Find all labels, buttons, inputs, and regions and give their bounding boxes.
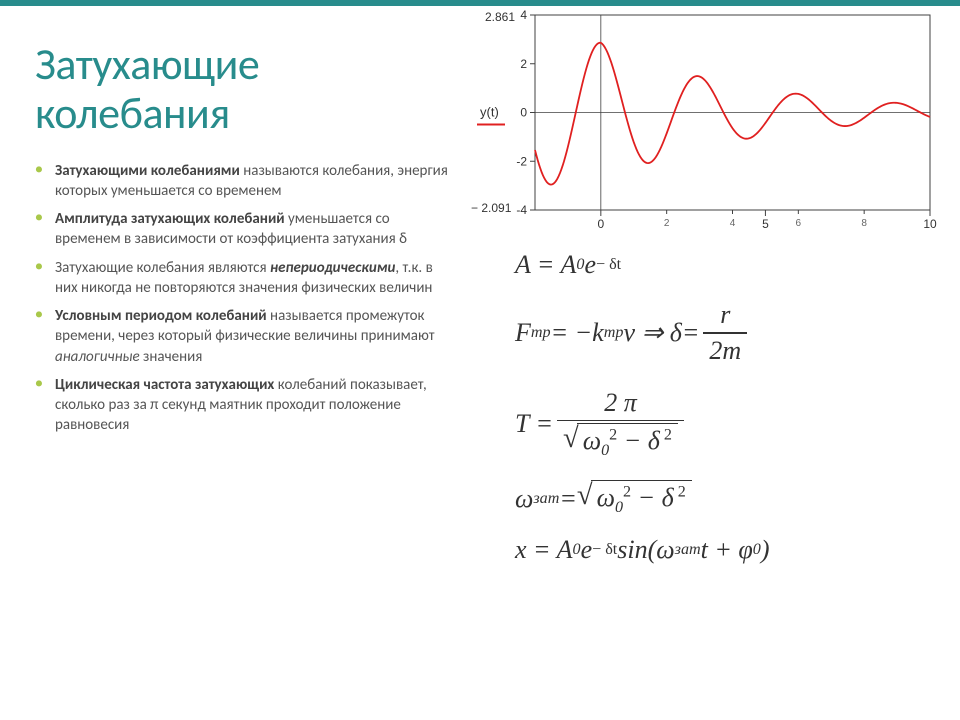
f-sub: 0 [601,442,609,459]
f-den: √ ω02 − δ 2 [557,421,684,462]
item-bold-italic: непериодическими [270,259,395,277]
f-num: r [714,298,736,332]
f-text: ω [583,426,601,455]
f-sup: 2 [623,484,631,501]
item-bold: Условным периодом колебаний [55,307,270,325]
svg-text:8: 8 [861,218,867,229]
fraction: r 2m [703,298,747,368]
f-text: F [515,318,531,348]
f-text: ) [761,535,770,565]
slide-title: Затухающие колебания [35,40,455,139]
f-sup: − δt [596,256,621,274]
svg-text:2.861: 2.861 [485,10,515,24]
f-text: − δ [617,426,660,455]
svg-text:4: 4 [730,218,736,229]
list-item: Затухающие колебания являются непериодич… [35,258,455,299]
formula-period: T = 2 π √ ω02 − δ 2 [515,386,915,463]
f-sub: 0 [753,541,761,559]
f-sup: 2 [660,426,672,443]
f-sup: 2 [674,484,686,501]
f-text: T = [515,409,553,439]
svg-text:-4: -4 [516,203,527,217]
formula-omega-damped: ωзат = √ ω02 − δ 2 [515,480,915,517]
f-sub: зат [675,541,701,559]
damped-oscillation-chart: -4 -2 0 2 4 0 5 10 2 4 6 8 y(t) 2.861 − 2.091 [465,0,945,230]
sqrt: √ ω02 − δ 2 [563,423,678,460]
svg-text:0: 0 [597,217,604,230]
f-sub: 0 [576,256,584,274]
svg-text:10: 10 [923,217,937,230]
svg-text:2: 2 [520,57,527,71]
left-column: Затухающие колебания Затухающими колебан… [35,40,455,444]
item-bold: Затухающими колебаниями [55,162,243,180]
f-text: e [581,535,593,565]
bullet-list: Затухающими колебаниями называются колеб… [35,161,455,436]
svg-text:6: 6 [796,218,802,229]
f-text: = [682,318,700,348]
sqrt: √ ω02 − δ 2 [577,480,692,517]
sqrt-body: ω02 − δ 2 [577,423,678,460]
f-text: = −k [551,318,604,348]
right-column: -4-202405102468y(t)2.861− 2.091 A = A0e−… [465,0,945,583]
list-item: Затухающими колебаниями называются колеб… [35,161,455,202]
f-text: t + φ [701,535,753,565]
item-text: значения [140,348,203,366]
f-text: − δ [631,483,674,512]
list-item: Циклическая частота затухающих колебаний… [35,375,455,436]
f-text: ω [597,483,615,512]
f-sub: зат [533,490,559,508]
f-text: e [584,250,596,280]
f-den: 2m [703,334,747,368]
f-text: v ⇒ δ [623,318,681,348]
list-item: Амплитуда затухающих колебаний уменьшает… [35,209,455,250]
item-bold: Амплитуда затухающих колебаний [55,210,288,228]
f-text: ω [656,535,674,565]
svg-text:y(t): y(t) [480,105,499,120]
f-sup: − δt [592,541,617,559]
f-num: 2 π [598,386,643,420]
formula-block: A = A0e− δt Fmp = −kmpv ⇒ δ= r 2m T = 2 … [465,230,945,565]
item-bold: Циклическая частота затухающих [55,376,278,394]
svg-text:5: 5 [762,217,769,230]
f-text: sin( [617,535,656,565]
item-italic: аналогичные [55,348,140,366]
chart-svg: -4 -2 0 2 4 0 5 10 2 4 6 8 y(t) 2.861 − 2.091 [465,0,945,230]
f-text: ω [515,484,533,514]
formula-amplitude: A = A0e− δt [515,250,915,280]
f-sub: 0 [615,499,623,516]
f-sub: mp [531,324,551,342]
f-sub: mp [604,324,624,342]
formula-friction-delta: Fmp = −kmpv ⇒ δ= r 2m [515,298,915,368]
svg-text:-2: -2 [516,154,527,168]
item-text: Затухающие колебания являются [55,259,270,277]
fraction: 2 π √ ω02 − δ 2 [557,386,684,463]
list-item: Условным периодом колебаний называется п… [35,306,455,367]
sqrt-body: ω02 − δ 2 [591,480,692,517]
svg-text:2: 2 [664,218,670,229]
svg-text:4: 4 [520,8,527,22]
f-text: x = A [515,535,573,565]
f-text: A = A [515,250,576,280]
f-sub: 0 [573,541,581,559]
f-text: = [559,484,577,514]
svg-text:0: 0 [520,106,527,120]
formula-x-of-t: x = A0e− δt sin(ωзатt + φ0) [515,535,915,565]
svg-text:− 2.091: − 2.091 [471,201,512,215]
